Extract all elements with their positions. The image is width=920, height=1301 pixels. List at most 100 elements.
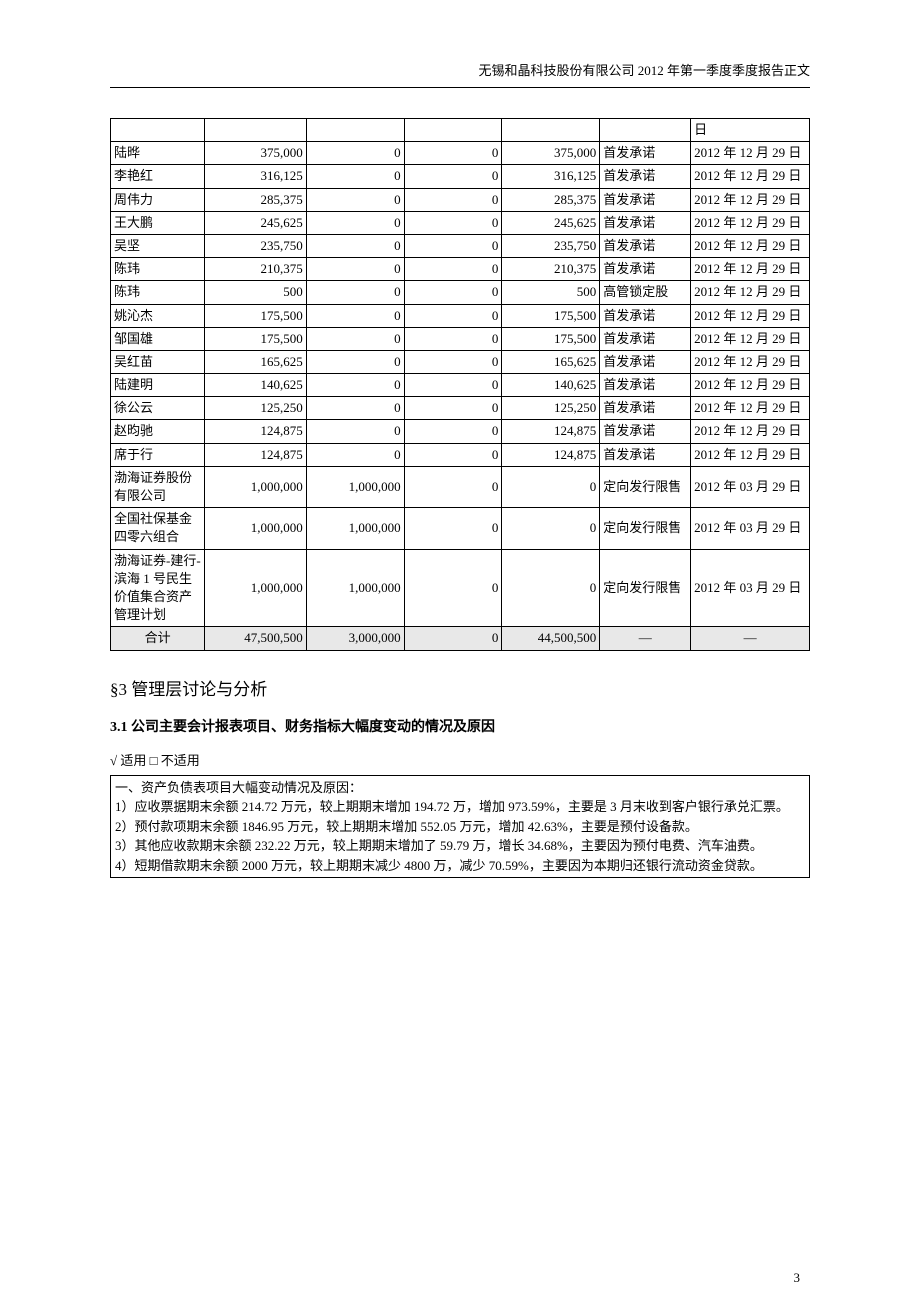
table-cell: 140,625 [502, 374, 600, 397]
page-number: 3 [794, 1270, 801, 1286]
table-cell: 首发承诺 [600, 142, 691, 165]
table-cell: 316,125 [502, 165, 600, 188]
table-cell: 1,000,000 [205, 549, 306, 627]
table-cell: 0 [404, 549, 502, 627]
table-row: 周伟力285,37500285,375首发承诺2012 年 12 月 29 日 [111, 188, 810, 211]
table-cell: 2012 年 12 月 29 日 [691, 258, 810, 281]
notes-line: 2）预付款项期末余额 1846.95 万元，较上期期末增加 552.05 万元，… [115, 817, 805, 837]
table-cell: 140,625 [205, 374, 306, 397]
table-cell: 高管锁定股 [600, 281, 691, 304]
table-cell: 175,500 [205, 327, 306, 350]
restricted-shares-table: 日 陆晔375,00000375,000首发承诺2012 年 12 月 29 日… [110, 118, 810, 651]
table-cell: 0 [306, 374, 404, 397]
table-cell: 0 [404, 350, 502, 373]
table-cell: 500 [502, 281, 600, 304]
table-cell: 245,625 [502, 211, 600, 234]
notes-content: 一、资产负债表项目大幅变动情况及原因：1）应收票据期末余额 214.72 万元，… [111, 775, 810, 878]
table-cell: 0 [306, 234, 404, 257]
table-cell: 1,000,000 [205, 508, 306, 549]
table-row: 陈玮210,37500210,375首发承诺2012 年 12 月 29 日 [111, 258, 810, 281]
table-cell: 165,625 [502, 350, 600, 373]
table-row: 王大鹏245,62500245,625首发承诺2012 年 12 月 29 日 [111, 211, 810, 234]
table-cell: 2012 年 12 月 29 日 [691, 211, 810, 234]
table-row: 全国社保基金四零六组合1,000,0001,000,00000定向发行限售201… [111, 508, 810, 549]
table-cell: 0 [502, 466, 600, 507]
table-cell: 175,500 [205, 304, 306, 327]
section-3-title: §3 管理层讨论与分析 [110, 675, 810, 700]
table-cell: 3,000,000 [306, 627, 404, 650]
table-cell: 首发承诺 [600, 211, 691, 234]
table-footer-row: 合计47,500,5003,000,000044,500,500—— [111, 627, 810, 650]
table-row: 邹国雄175,50000175,500首发承诺2012 年 12 月 29 日 [111, 327, 810, 350]
table-cell: 210,375 [205, 258, 306, 281]
table-cell: 0 [502, 549, 600, 627]
table-cell: 2012 年 12 月 29 日 [691, 142, 810, 165]
table-cell: 0 [306, 304, 404, 327]
table-cell: 0 [404, 304, 502, 327]
table-row: 李艳红316,12500316,125首发承诺2012 年 12 月 29 日 [111, 165, 810, 188]
table-cell: 首发承诺 [600, 327, 691, 350]
table-partial-header-row: 日 [111, 119, 810, 142]
table-cell: 定向发行限售 [600, 466, 691, 507]
table-cell: 全国社保基金四零六组合 [111, 508, 205, 549]
table-cell: 2012 年 03 月 29 日 [691, 549, 810, 627]
table-cell: — [600, 627, 691, 650]
table-row: 席于行124,87500124,875首发承诺2012 年 12 月 29 日 [111, 443, 810, 466]
table-cell: 0 [404, 327, 502, 350]
table-cell: 124,875 [502, 420, 600, 443]
section-3-1-title: 3.1 公司主要会计报表项目、财务指标大幅度变动的情况及原因 [110, 716, 810, 736]
table-cell: 2012 年 12 月 29 日 [691, 234, 810, 257]
table-cell: 首发承诺 [600, 350, 691, 373]
table-cell: 0 [306, 142, 404, 165]
notes-line: 1）应收票据期末余额 214.72 万元，较上期期末增加 194.72 万，增加… [115, 797, 805, 817]
table-cell: 285,375 [502, 188, 600, 211]
table-cell: 赵昀驰 [111, 420, 205, 443]
table-cell: 2012 年 03 月 29 日 [691, 508, 810, 549]
table-cell: 175,500 [502, 327, 600, 350]
table-cell: 2012 年 12 月 29 日 [691, 350, 810, 373]
table-cell: 姚沁杰 [111, 304, 205, 327]
table-cell: 245,625 [205, 211, 306, 234]
table-cell: 0 [404, 142, 502, 165]
table-cell: 0 [404, 627, 502, 650]
header-rule [110, 87, 810, 88]
applicable-indicator: √ 适用 □ 不适用 [110, 750, 810, 769]
table-cell: 0 [306, 327, 404, 350]
table-cell: 合计 [111, 627, 205, 650]
table-row: 陆建明140,62500140,625首发承诺2012 年 12 月 29 日 [111, 374, 810, 397]
page-header: 无锡和晶科技股份有限公司 2012 年第一季度季度报告正文 [110, 60, 810, 79]
table-cell: 渤海证券-建行-滨海 1 号民生价值集合资产管理计划 [111, 549, 205, 627]
table-cell: 吴坚 [111, 234, 205, 257]
table-cell: 首发承诺 [600, 234, 691, 257]
table-cell: 0 [306, 188, 404, 211]
notes-table: 一、资产负债表项目大幅变动情况及原因：1）应收票据期末余额 214.72 万元，… [110, 775, 810, 879]
notes-line: 4）短期借款期末余额 2000 万元，较上期期末减少 4800 万，减少 70.… [115, 856, 805, 876]
table-cell: 0 [404, 508, 502, 549]
table-cell: 0 [404, 234, 502, 257]
table-cell: 0 [306, 350, 404, 373]
table-cell: 0 [404, 397, 502, 420]
table-cell: 0 [306, 165, 404, 188]
table-row: 徐公云125,25000125,250首发承诺2012 年 12 月 29 日 [111, 397, 810, 420]
table-cell: 1,000,000 [306, 549, 404, 627]
table-cell: 47,500,500 [205, 627, 306, 650]
table-cell: 375,000 [205, 142, 306, 165]
table-cell: 0 [306, 211, 404, 234]
table-cell: 2012 年 12 月 29 日 [691, 327, 810, 350]
table-cell: 500 [205, 281, 306, 304]
table-cell: 0 [306, 397, 404, 420]
table-cell: 2012 年 12 月 29 日 [691, 374, 810, 397]
table-row: 陈玮50000500高管锁定股2012 年 12 月 29 日 [111, 281, 810, 304]
table-cell: 210,375 [502, 258, 600, 281]
table-cell: 定向发行限售 [600, 508, 691, 549]
table-cell: 0 [502, 508, 600, 549]
table-cell: 首发承诺 [600, 258, 691, 281]
table-cell: 2012 年 12 月 29 日 [691, 281, 810, 304]
notes-line: 3）其他应收款期末余额 232.22 万元，较上期期末增加了 59.79 万，增… [115, 836, 805, 856]
table-cell: 0 [306, 281, 404, 304]
table-cell: 王大鹏 [111, 211, 205, 234]
table-row: 姚沁杰175,50000175,500首发承诺2012 年 12 月 29 日 [111, 304, 810, 327]
table-cell: 316,125 [205, 165, 306, 188]
table-cell: 吴红苗 [111, 350, 205, 373]
table-cell: 2012 年 12 月 29 日 [691, 304, 810, 327]
